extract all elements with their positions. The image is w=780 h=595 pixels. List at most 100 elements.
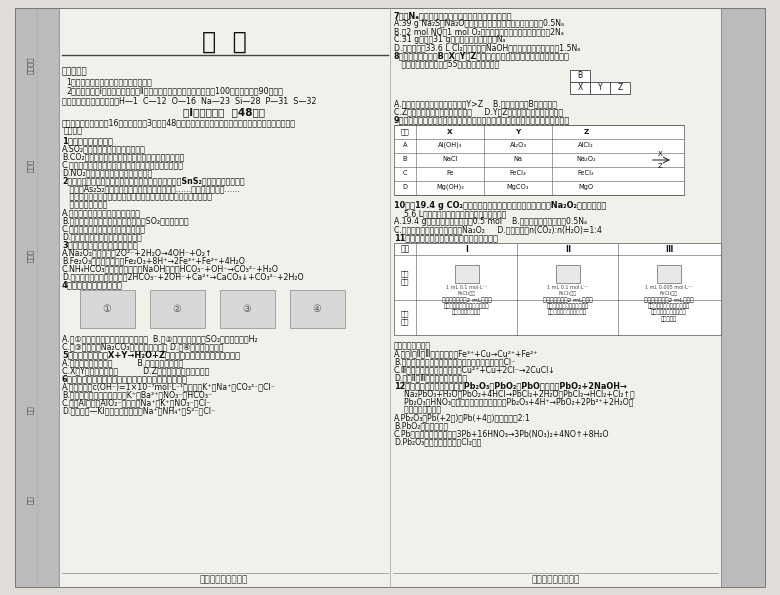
Text: B.Fe₂O₃与稀硝酸混合：Fe₂O₃+8H⁺→2Fe³⁺+Fe²⁺+4H₂O: B.Fe₂O₃与稀硝酸混合：Fe₂O₃+8H⁺→2Fe³⁺+Fe²⁺+4H₂O: [62, 256, 245, 265]
Text: 化  学: 化 学: [201, 30, 246, 54]
Text: X: X: [658, 151, 662, 157]
Text: 「化学（第１页）」: 「化学（第１页）」: [200, 575, 248, 584]
Bar: [590, 82, 610, 94]
Bar: [150, 290, 205, 328]
Text: AlCl₃: AlCl₃: [578, 142, 594, 148]
Text: Al(OH)₃: Al(OH)₃: [438, 142, 463, 148]
Text: 4．下列有关说法错误的是: 4．下列有关说法错误的是: [62, 280, 123, 289]
Text: 可能用到的相对原子质量：H—1  C—12  O—16  Na—23  Si—28  P—31  S—32: 可能用到的相对原子质量：H—1 C—12 O—16 Na—23 Si—28 P—…: [62, 96, 317, 105]
Text: A.水电离出的c(OH⁻)=1×10⁻⁷mol·L⁻¹的溶液：K⁺、Na⁺、CO₃²⁻、Cl⁻: A.水电离出的c(OH⁻)=1×10⁻⁷mol·L⁻¹的溶液：K⁺、Na⁺、CO…: [62, 382, 276, 391]
Text: Ⅲ: Ⅲ: [665, 245, 672, 253]
Bar: [80, 290, 135, 328]
Text: C.能使Al转化为AlO₂⁻的溶液：Na⁺、K⁺、NO₃⁻、Cl⁻: C.能使Al转化为AlO₂⁻的溶液：Na⁺、K⁺、NO₃⁻、Cl⁻: [62, 398, 211, 407]
Text: B.以蓄合之，密闭的目的是防止生成的SO₂扩散到空气中: B.以蓄合之，密闭的目的是防止生成的SO₂扩散到空气中: [62, 216, 189, 225]
Text: B.能使酚酞变深红色的溶液：K⁺、Ba²⁺、NO₃⁻、HCO₃⁻: B.能使酚酞变深红色的溶液：K⁺、Ba²⁺、NO₃⁻、HCO₃⁻: [62, 390, 212, 399]
Text: 铜粉消失，溶液黄色变淡，加入
蒸馏水后无明显现象: 铜粉消失，溶液黄色变淡，加入 蒸馏水后无明显现象: [444, 303, 489, 315]
Text: 5．某反应可表示为X+Y→H₂O+Z，下列有关该反应的说法正确的是: 5．某反应可表示为X+Y→H₂O+Z，下列有关该反应的说法正确的是: [62, 350, 240, 359]
Bar: [394, 243, 721, 335]
Text: 硫黄（As₂S₂）十两，末之、第三两，铸中含铸……入肥培中，火之……: 硫黄（As₂S₂）十两，末之、第三两，铸中含铸……入肥培中，火之……: [62, 184, 240, 193]
Text: D.NO₂是导致酸雨发生的最主要污染物: D.NO₂是导致酸雨发生的最主要污染物: [62, 168, 152, 177]
Text: 充分振荡，加入2 mL蒸馏水: 充分振荡，加入2 mL蒸馏水: [644, 297, 693, 303]
Text: C.反应中的氧化剂，还原剂均是Na₂O₂     D.混合气体中n(CO₂):n(H₂O)=1:4: C.反应中的氧化剂，还原剂均是Na₂O₂ D.混合气体中n(CO₂):n(H₂O…: [394, 225, 602, 234]
Text: 准考证号: 准考证号: [27, 57, 34, 74]
Text: 2．锌磁涂（去清升锌委漆）中制制彩色金（主要成分为SnS₂）过程有如下叙述：: 2．锌磁涂（去清升锌委漆）中制制彩色金（主要成分为SnS₂）过程有如下叙述：: [62, 176, 245, 185]
Text: ①: ①: [103, 304, 112, 314]
Text: X: X: [577, 83, 583, 92]
Text: B.PbO₂是两性氧化物: B.PbO₂是两性氧化物: [394, 421, 448, 430]
Text: FeCl₂: FeCl₂: [578, 170, 594, 176]
Bar: [455, 265, 478, 283]
Text: C.若发生氯气泄漏事故，周边的人应该向低洼处疏散撤离: C.若发生氯气泄漏事故，周边的人应该向低洼处疏散撤离: [62, 160, 184, 169]
Bar: [570, 70, 590, 82]
Text: ②: ②: [172, 304, 182, 314]
Text: 铜粉有剩余，溶液黄色褪去，
加入蒸馏水后生成白色沉淀: 铜粉有剩余，溶液黄色褪去， 加入蒸馏水后生成白色沉淀: [546, 303, 589, 315]
Text: ④: ④: [313, 304, 321, 314]
Text: B.CO₂可用于制备饮料，也可作蔬菜大棚中的气体肥料: B.CO₂可用于制备饮料，也可作蔬菜大棚中的气体肥料: [62, 152, 184, 161]
Text: Na₂O₂: Na₂O₂: [576, 156, 596, 162]
Text: A.彩色金和橡黄铜具有较强的延展性: A.彩色金和橡黄铜具有较强的延展性: [62, 208, 141, 217]
Text: 下列说法错误的是: 下列说法错误的是: [62, 200, 108, 209]
Bar: [290, 290, 345, 328]
Text: 注意事项：: 注意事项：: [62, 67, 87, 76]
Text: C.Pb可与稀硝酸发生反应：3Pb+16HNO₃→3Pb(NO₃)₂+4NO↑+8H₂O: C.Pb可与稀硝酸发生反应：3Pb+16HNO₃→3Pb(NO₃)₂+4NO↑+…: [394, 429, 609, 438]
Text: 10．将19.4 g CO₂和水蒸气组成的混合气体缓慢通过足量的Na₂O₂，最后收集到: 10．将19.4 g CO₂和水蒸气组成的混合气体缓慢通过足量的Na₂O₂，最后…: [394, 201, 606, 210]
Text: X: X: [447, 129, 453, 135]
Text: 3．下列离子方程式书写正确的是: 3．下列离子方程式书写正确的是: [62, 240, 138, 249]
Text: Z: Z: [618, 83, 622, 92]
Text: 下列说法正确的是: 下列说法正确的是: [394, 341, 431, 350]
Text: Al₂O₃: Al₂O₃: [509, 142, 526, 148]
Text: 8．短周期主族元素B、X、Y和Z在周期表中相对位置如图所示，已知这四种: 8．短周期主族元素B、X、Y和Z在周期表中相对位置如图所示，已知这四种: [394, 51, 570, 60]
Text: C.Ⅲ中加水后的离子反应可能是Cu²⁺+Cu+2Cl⁻→2CuCl↓: C.Ⅲ中加水后的离子反应可能是Cu²⁺+Cu+2Cl⁻→2CuCl↓: [394, 365, 556, 374]
Text: 下列说法错误的是: 下列说法错误的是: [394, 405, 441, 414]
Bar: [555, 265, 580, 283]
Text: 座位号: 座位号: [27, 249, 34, 262]
Bar: [610, 82, 630, 94]
Text: Fe: Fe: [446, 170, 454, 176]
Text: 1．下列说法正确的是: 1．下列说法正确的是: [62, 136, 113, 145]
Bar: [394, 125, 684, 195]
Text: C.NH₄HCO₃溶液中加入足量的NaOH溶液：HCO₃⁻+OH⁻→CO₃²⁻+H₂O: C.NH₄HCO₃溶液中加入足量的NaOH溶液：HCO₃⁻+OH⁻→CO₃²⁻+…: [62, 264, 279, 273]
Text: 1 mL 0.005 mol·L⁻¹
FeCl₃溶液: 1 mL 0.005 mol·L⁻¹ FeCl₃溶液: [645, 285, 692, 296]
Text: B: B: [402, 156, 407, 162]
Bar: [657, 265, 680, 283]
Text: A.Na₂O₂与水反应：2O²⁻+2H₂O→4OH⁻+O₂↑: A.Na₂O₂与水反应：2O²⁻+2H₂O→4OH⁻+O₂↑: [62, 248, 213, 257]
Text: D.实验Ⅱ、Ⅲ中析出的铜粉一样多: D.实验Ⅱ、Ⅲ中析出的铜粉一样多: [394, 373, 467, 382]
Text: Ⅱ: Ⅱ: [565, 245, 570, 253]
Text: D.Pb₂O₃与盐酸混合后会有Cl₂生成: D.Pb₂O₃与盐酸混合后会有Cl₂生成: [394, 437, 481, 446]
Text: A.39 g Na₂S和Na₂O组成的混合物中，含有钠离子的数目为0.5Nₐ: A.39 g Na₂S和Na₂O组成的混合物中，含有钠离子的数目为0.5Nₐ: [394, 19, 564, 28]
Text: Ⅰ: Ⅰ: [465, 245, 468, 253]
Text: 一、选择题（本题包括16小题，每小题3分，共48分。在每小题给出的四个选项中，只有一项是最符合题目: 一、选择题（本题包括16小题，每小题3分，共48分。在每小题给出的四个选项中，只…: [62, 118, 296, 127]
Text: 9．下表各组物质（或者定量的溶液）通过一步反应可实现右侧箭头所示转化的是: 9．下表各组物质（或者定量的溶液）通过一步反应可实现右侧箭头所示转化的是: [394, 115, 570, 124]
Text: 7．设Nₐ是阿伏加德罗常数的值。下列说法错误的是: 7．设Nₐ是阿伏加德罗常数的值。下列说法错误的是: [394, 11, 512, 20]
Text: Na₂PbO₃+H₂O；PbO₂+4HCl→PbCl₂+2H₂O；PbCl₂→HCl₂+Cl₂↑；: Na₂PbO₃+H₂O；PbO₂+4HCl→PbCl₂+2H₂O；PbCl₂→H…: [394, 389, 635, 398]
Text: 元素的原子数之和等于55，下列说法错误的是: 元素的原子数之和等于55，下列说法错误的是: [394, 59, 499, 68]
Text: A.Pb₂O₃中Pb(+2价)和Pb(+4价)含量之比为2:1: A.Pb₂O₃中Pb(+2价)和Pb(+4价)含量之比为2:1: [394, 413, 531, 422]
Text: Na: Na: [513, 156, 523, 162]
Text: MgO: MgO: [579, 184, 594, 190]
Text: D.在标准下将33.6 L Cl₂溶于足量的NaOH溶液中，转移电子数目为1.5Nₐ: D.在标准下将33.6 L Cl₂溶于足量的NaOH溶液中，转移电子数目为1.5…: [394, 43, 580, 52]
Text: C.图③可用于从Na₂CO₃溶液中分离出溶质 D.图④可用于灼烧海苔: C.图③可用于从Na₂CO₃溶液中分离出溶质 D.图④可用于灼烧海苔: [62, 342, 224, 351]
Text: Y: Y: [597, 83, 602, 92]
Text: B.将2 mol NO和1 mol O₂混合，所得混合气体的分子总数为2Nₐ: B.将2 mol NO和1 mol O₂混合，所得混合气体的分子总数为2Nₐ: [394, 27, 564, 36]
Text: 序号: 序号: [400, 245, 410, 253]
Text: NaCl: NaCl: [442, 156, 458, 162]
Text: C: C: [402, 170, 407, 176]
Text: A.图①是表示喷雾某种气体气味的方法  B.图②装置可用于收集SO₂也可用于收集H₂: A.图①是表示喷雾某种气体气味的方法 B.图②装置可用于收集SO₂也可用于收集H…: [62, 334, 257, 343]
Text: 1．考查范围：必修一和必修二第一章。: 1．考查范围：必修一和必修二第一章。: [66, 77, 152, 86]
Text: 「化学（第２页）」: 「化学（第２页）」: [532, 575, 580, 584]
Text: 1 mL 0.1 mol·L⁻¹
FeCl₃溶液: 1 mL 0.1 mol·L⁻¹ FeCl₃溶液: [446, 285, 487, 296]
Text: A.SO₂可用于生产硫磺、制备充电池: A.SO₂可用于生产硫磺、制备充电池: [62, 144, 146, 153]
Bar: [721, 8, 765, 587]
Text: 2．本试卷分第Ⅰ卷（选择题）和第Ⅱ卷（非选择题）两部分，全卷满分100分，考试时间90分钟。: 2．本试卷分第Ⅰ卷（选择题）和第Ⅱ卷（非选择题）两部分，全卷满分100分，考试时…: [66, 86, 283, 95]
Text: C.X、Y不可能是盐与碱          D.Z可能是盐，也可能是单质: C.X、Y不可能是盐与碱 D.Z可能是盐，也可能是单质: [62, 366, 209, 375]
Text: 班级: 班级: [27, 496, 34, 505]
Text: 1 mL 0.1 mol·L⁻¹
FeCl₃溶液: 1 mL 0.1 mol·L⁻¹ FeCl₃溶液: [547, 285, 588, 296]
Text: 要求的）: 要求的）: [64, 126, 83, 135]
Text: 第Ⅰ卷【选择题  共48分】: 第Ⅰ卷【选择题 共48分】: [183, 107, 265, 117]
Text: Y: Y: [516, 129, 520, 135]
Text: A.19.4 g该混合气体物质的量是0.5 mol    B.反应中转移电子数目是0.5Nₐ: A.19.4 g该混合气体物质的量是0.5 mol B.反应中转移电子数目是0.…: [394, 217, 587, 226]
Text: Z: Z: [583, 129, 589, 135]
Text: B.上述实验表明能否形成白色沉淀取决于溶液中有无Cl⁻: B.上述实验表明能否形成白色沉淀取决于溶液中有无Cl⁻: [394, 357, 516, 366]
Text: MgCO₃: MgCO₃: [507, 184, 529, 190]
Text: Mg(OH)₂: Mg(OH)₂: [436, 184, 464, 190]
